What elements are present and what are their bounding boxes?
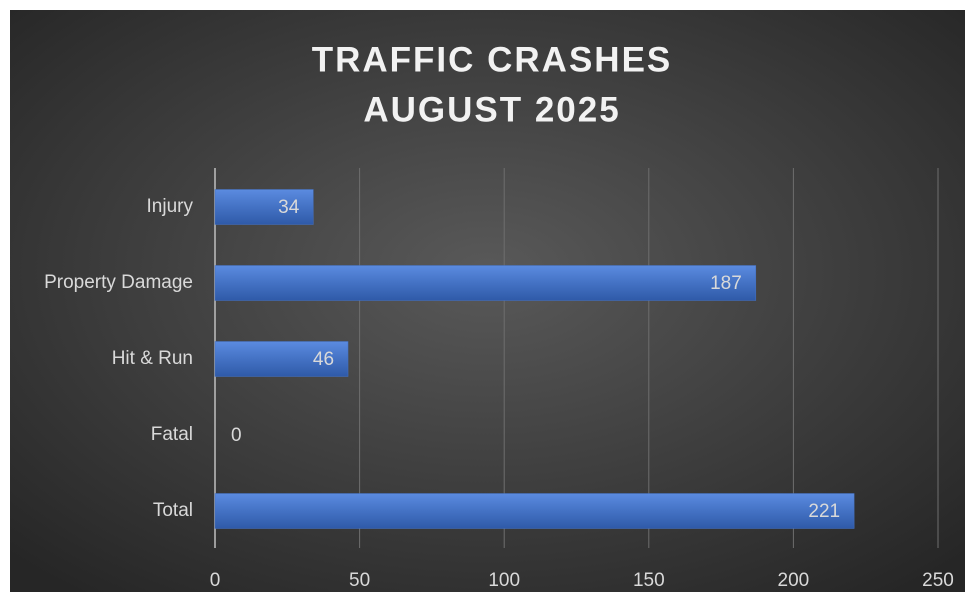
data-label: 187 [710, 273, 742, 294]
y-tick-label: Fatal [151, 424, 193, 445]
bar [214, 265, 757, 301]
bar [214, 493, 855, 529]
data-label: 46 [313, 349, 334, 370]
chart-title: AUGUST 2025 [363, 90, 620, 129]
y-tick-label: Injury [147, 196, 194, 217]
data-label: 221 [808, 501, 840, 522]
y-tick-label: Total [153, 500, 193, 521]
x-tick-label: 100 [488, 570, 520, 591]
x-tick-label: 250 [922, 570, 954, 591]
x-tick-label: 200 [778, 570, 810, 591]
x-tick-label: 50 [349, 570, 370, 591]
y-tick-label: Property Damage [44, 272, 193, 293]
data-label: 0 [231, 425, 242, 446]
data-label: 34 [278, 197, 300, 218]
bar [214, 341, 349, 377]
x-tick-label: 0 [210, 570, 221, 591]
bar [214, 189, 314, 225]
y-tick-label: Hit & Run [112, 348, 193, 369]
chart-title: TRAFFIC CRASHES [312, 40, 673, 79]
x-tick-label: 150 [633, 570, 665, 591]
